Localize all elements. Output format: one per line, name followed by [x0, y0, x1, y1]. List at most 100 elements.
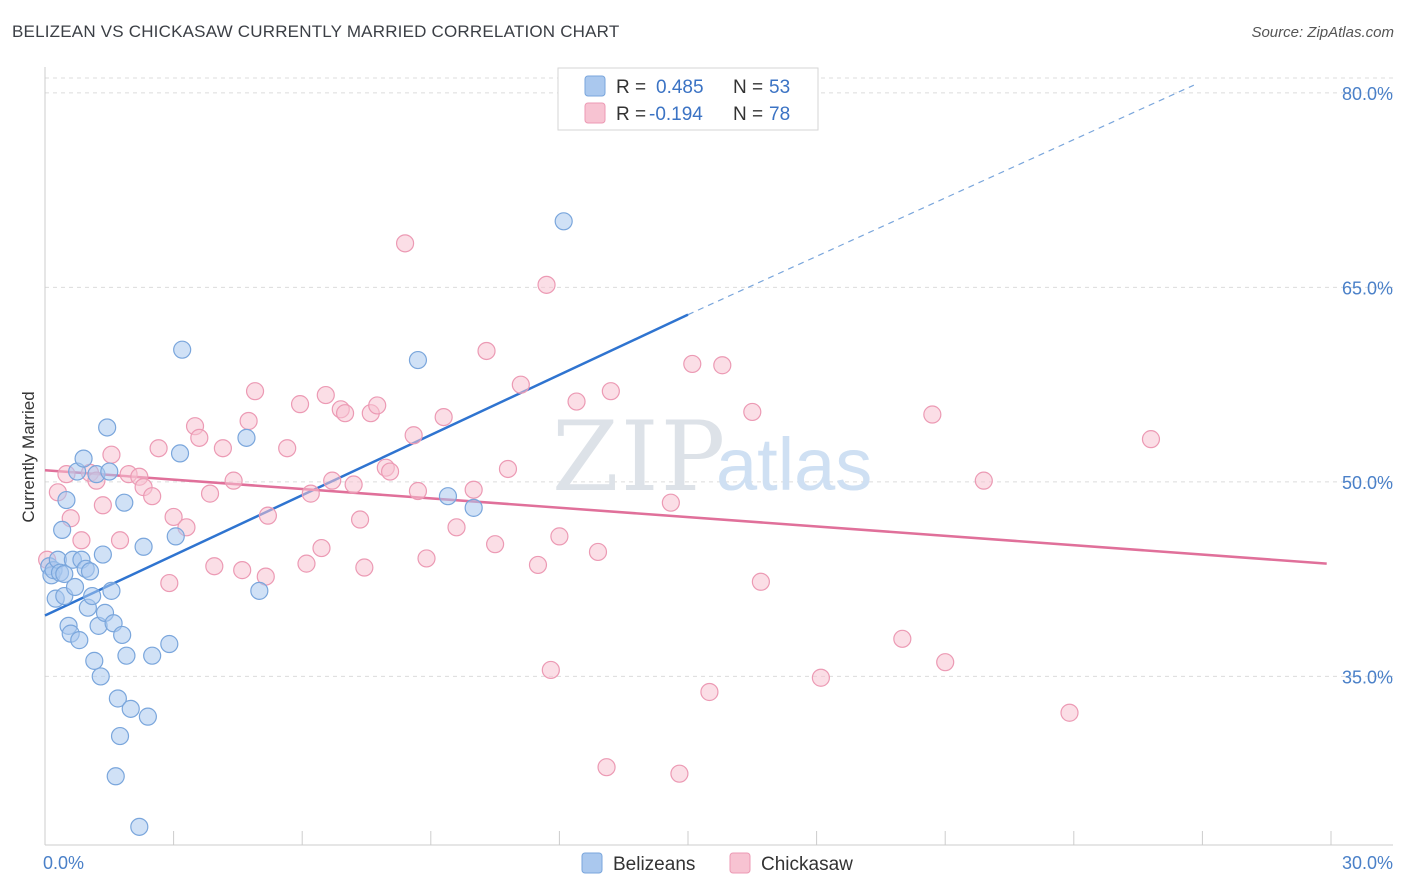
- point-chickasaw: [245, 382, 265, 401]
- point-belizeans: [160, 634, 179, 654]
- point-belizeans: [166, 527, 185, 546]
- point-chickasaw: [597, 758, 616, 777]
- point-chickasaw: [323, 471, 342, 490]
- point-chickasaw: [149, 439, 168, 458]
- point-chickasaw: [102, 445, 121, 464]
- y-tick-label: 65.0%: [1342, 278, 1393, 298]
- point-chickasaw: [477, 341, 496, 361]
- point-belizeans: [110, 726, 130, 746]
- point-belizeans: [80, 562, 100, 581]
- point-chickasaw: [713, 356, 732, 375]
- y-axis-title: Currently Married: [19, 391, 38, 522]
- gridlines: [45, 77, 1393, 677]
- point-belizeans: [113, 625, 132, 645]
- point-chickasaw: [683, 354, 702, 374]
- legend-r-value-belizeans: 0.485: [656, 77, 704, 98]
- point-belizeans: [554, 212, 573, 231]
- point-chickasaw: [417, 549, 436, 568]
- legend-r-value-chickasaw: -0.194: [649, 104, 703, 125]
- point-chickasaw: [301, 484, 320, 503]
- point-belizeans: [170, 444, 190, 463]
- legend-box: R = 0.485 N = 53 R = -0.194 N = 78: [557, 67, 819, 131]
- point-chickasaw: [312, 538, 331, 558]
- point-chickasaw: [344, 475, 363, 494]
- point-chickasaw: [278, 439, 297, 458]
- point-belizeans: [98, 418, 117, 437]
- series-legend-swatch-chickasaw: [729, 852, 751, 874]
- legend-n-value-belizeans: 53: [769, 77, 790, 98]
- point-chickasaw: [447, 518, 466, 537]
- point-chickasaw: [239, 411, 258, 431]
- legend-n-value-chickasaw: 78: [769, 104, 790, 125]
- point-chickasaw: [395, 234, 415, 253]
- point-chickasaw: [297, 554, 316, 573]
- point-chickasaw: [224, 471, 243, 490]
- point-belizeans: [138, 707, 157, 726]
- point-belizeans: [173, 340, 192, 359]
- point-belizeans: [74, 449, 93, 468]
- point-chickasaw: [1141, 430, 1161, 449]
- x-tick-labels: 0.0% 30.0%: [43, 853, 1393, 873]
- x-tick-label-max: 30.0%: [1342, 853, 1393, 873]
- legend-swatch-belizeans: [584, 75, 606, 97]
- point-belizeans: [134, 537, 153, 556]
- point-chickasaw: [205, 557, 224, 576]
- point-belizeans: [108, 689, 127, 708]
- point-chickasaw: [537, 275, 556, 294]
- point-chickasaw: [380, 462, 400, 481]
- point-chickasaw: [316, 385, 335, 405]
- point-chickasaw: [567, 392, 586, 411]
- point-chickasaw: [213, 439, 232, 458]
- point-belizeans: [115, 493, 134, 512]
- point-chickasaw: [464, 480, 483, 499]
- point-chickasaw: [974, 471, 993, 490]
- point-chickasaw: [160, 573, 179, 593]
- point-chickasaw: [290, 395, 310, 414]
- legend-swatch-chickasaw: [584, 102, 606, 124]
- point-belizeans: [237, 428, 256, 447]
- point-chickasaw: [190, 428, 209, 447]
- point-belizeans: [438, 487, 458, 506]
- point-chickasaw: [1060, 703, 1079, 722]
- legend-n-label-1: N =: [733, 77, 763, 98]
- point-belizeans: [250, 581, 269, 600]
- series-legend: Belizeans Chickasaw: [581, 852, 853, 875]
- data-points: [38, 212, 1161, 836]
- point-chickasaw: [164, 507, 183, 527]
- series-legend-belizeans: Belizeans: [613, 854, 695, 875]
- point-chickasaw: [350, 510, 370, 529]
- legend-n-label-2: N =: [733, 104, 763, 125]
- point-belizeans: [106, 767, 125, 786]
- point-chickasaw: [528, 555, 548, 575]
- point-belizeans: [121, 699, 140, 718]
- point-belizeans: [464, 498, 483, 517]
- series-legend-chickasaw: Chickasaw: [761, 854, 853, 875]
- chart-title: BELIZEAN VS CHICKASAW CURRENTLY MARRIED …: [12, 22, 620, 41]
- point-chickasaw: [743, 402, 762, 422]
- trend-line-belizeans: [44, 313, 689, 617]
- point-chickasaw: [923, 405, 942, 424]
- source-label: Source: ZipAtlas.com: [1251, 24, 1394, 41]
- axes: [44, 67, 1393, 846]
- point-belizeans: [130, 817, 149, 836]
- point-belizeans: [53, 520, 72, 540]
- point-chickasaw: [404, 426, 423, 445]
- point-chickasaw: [498, 459, 518, 479]
- point-chickasaw: [811, 668, 830, 687]
- point-chickasaw: [233, 561, 252, 580]
- point-chickasaw: [588, 542, 608, 562]
- point-chickasaw: [486, 535, 505, 554]
- point-chickasaw: [661, 493, 680, 512]
- point-chickasaw: [751, 572, 770, 591]
- point-belizeans: [100, 462, 119, 481]
- point-belizeans: [143, 646, 162, 665]
- point-belizeans: [65, 577, 85, 597]
- point-chickasaw: [670, 764, 689, 783]
- point-belizeans: [91, 667, 110, 686]
- point-chickasaw: [511, 375, 530, 394]
- point-chickasaw: [200, 484, 220, 503]
- point-belizeans: [102, 581, 121, 600]
- point-chickasaw: [550, 527, 569, 546]
- point-chickasaw: [93, 496, 112, 515]
